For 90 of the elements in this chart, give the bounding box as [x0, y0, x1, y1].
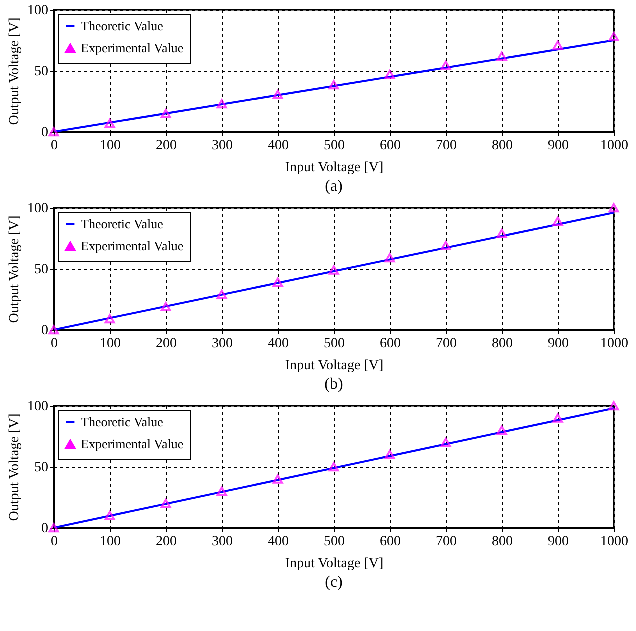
y-tick-label: 50 [34, 460, 48, 476]
x-tick-label: 700 [436, 336, 457, 352]
x-tick-label: 400 [268, 336, 289, 352]
y-tick-label: 0 [42, 126, 48, 140]
point [104, 511, 116, 520]
x-tick-label: 100 [100, 534, 121, 550]
point [608, 401, 620, 411]
point [496, 228, 508, 238]
point [160, 302, 172, 312]
point [104, 314, 116, 324]
x-tick-label: 400 [268, 138, 289, 154]
x-axis-title: Input Voltage [V] [285, 358, 384, 374]
x-tick-label: 1000 [600, 336, 628, 352]
point [48, 523, 60, 533]
text: (c) [325, 574, 343, 591]
x-tick-label: 100 [100, 138, 121, 154]
x-tick-label: 900 [548, 336, 569, 352]
x-tick-label: 400 [268, 534, 289, 550]
point [48, 127, 60, 137]
y-tick-label: 100 [28, 400, 48, 414]
x-tick-label: 0 [51, 534, 58, 550]
x-tick-label: 300 [212, 138, 233, 154]
x-axis-title: Input Voltage [V] [285, 160, 384, 176]
point [552, 414, 564, 423]
point [216, 290, 228, 300]
point [608, 203, 620, 213]
point [440, 60, 452, 70]
x-tick-label: 500 [324, 138, 345, 154]
text: (b) [324, 376, 344, 393]
x-tick-label: 200 [156, 534, 177, 550]
point [440, 438, 452, 448]
x-tick-label: 200 [156, 138, 177, 154]
y-tick-label: 50 [34, 64, 48, 80]
x-tick-label: 300 [212, 336, 233, 352]
point [272, 90, 284, 100]
point [496, 52, 508, 61]
x-tick-label: 1000 [600, 534, 628, 550]
x-tick-label: 900 [548, 534, 569, 550]
point [608, 32, 620, 42]
point [104, 118, 116, 128]
point [328, 462, 340, 472]
y-axis-title: Output Voltage [V] [8, 414, 22, 522]
legend-label: Experimental Value [81, 40, 184, 56]
x-tick-label: 500 [324, 534, 345, 550]
point [552, 216, 564, 226]
point [384, 450, 396, 460]
point [48, 325, 60, 335]
x-tick-label: 300 [212, 534, 233, 550]
text: (a) [325, 178, 343, 195]
point [160, 498, 172, 508]
x-tick-label: 1000 [600, 138, 628, 154]
point [440, 241, 452, 250]
point [328, 266, 340, 275]
y-tick-label: 100 [28, 4, 48, 18]
x-tick-label: 600 [380, 138, 401, 154]
x-tick-label: 100 [100, 336, 121, 352]
point [384, 253, 396, 263]
x-tick-label: 700 [436, 534, 457, 550]
x-axis-title: Input Voltage [V] [285, 556, 384, 572]
x-tick-label: 200 [156, 336, 177, 352]
x-tick-label: 600 [380, 534, 401, 550]
point [272, 474, 284, 484]
x-tick-label: 800 [492, 336, 513, 352]
point [552, 40, 564, 50]
point [272, 278, 284, 288]
point [384, 70, 396, 80]
y-axis-title: Output Voltage [V] [8, 18, 22, 126]
legend-label: Experimental Value [81, 238, 184, 254]
y-tick-label: 0 [42, 324, 48, 338]
y-tick-label: 0 [42, 522, 48, 536]
x-tick-label: 900 [548, 138, 569, 154]
legend-label: Theoretic Value [81, 414, 164, 430]
legend-label: Theoretic Value [81, 216, 164, 232]
y-tick-label: 100 [28, 202, 48, 216]
x-tick-label: 800 [492, 534, 513, 550]
point [216, 99, 228, 109]
point [160, 109, 172, 118]
x-tick-label: 800 [492, 138, 513, 154]
legend-label: Experimental Value [81, 436, 184, 452]
x-tick-label: 0 [51, 138, 58, 154]
point [328, 80, 340, 90]
x-tick-label: 0 [51, 336, 58, 352]
y-axis-title: Output Voltage [V] [8, 216, 22, 324]
legend-label: Theoretic Value [81, 18, 164, 34]
point [216, 486, 228, 496]
x-tick-label: 600 [380, 336, 401, 352]
y-tick-label: 50 [34, 262, 48, 278]
x-tick-label: 500 [324, 336, 345, 352]
point [496, 426, 508, 436]
x-tick-label: 700 [436, 138, 457, 154]
